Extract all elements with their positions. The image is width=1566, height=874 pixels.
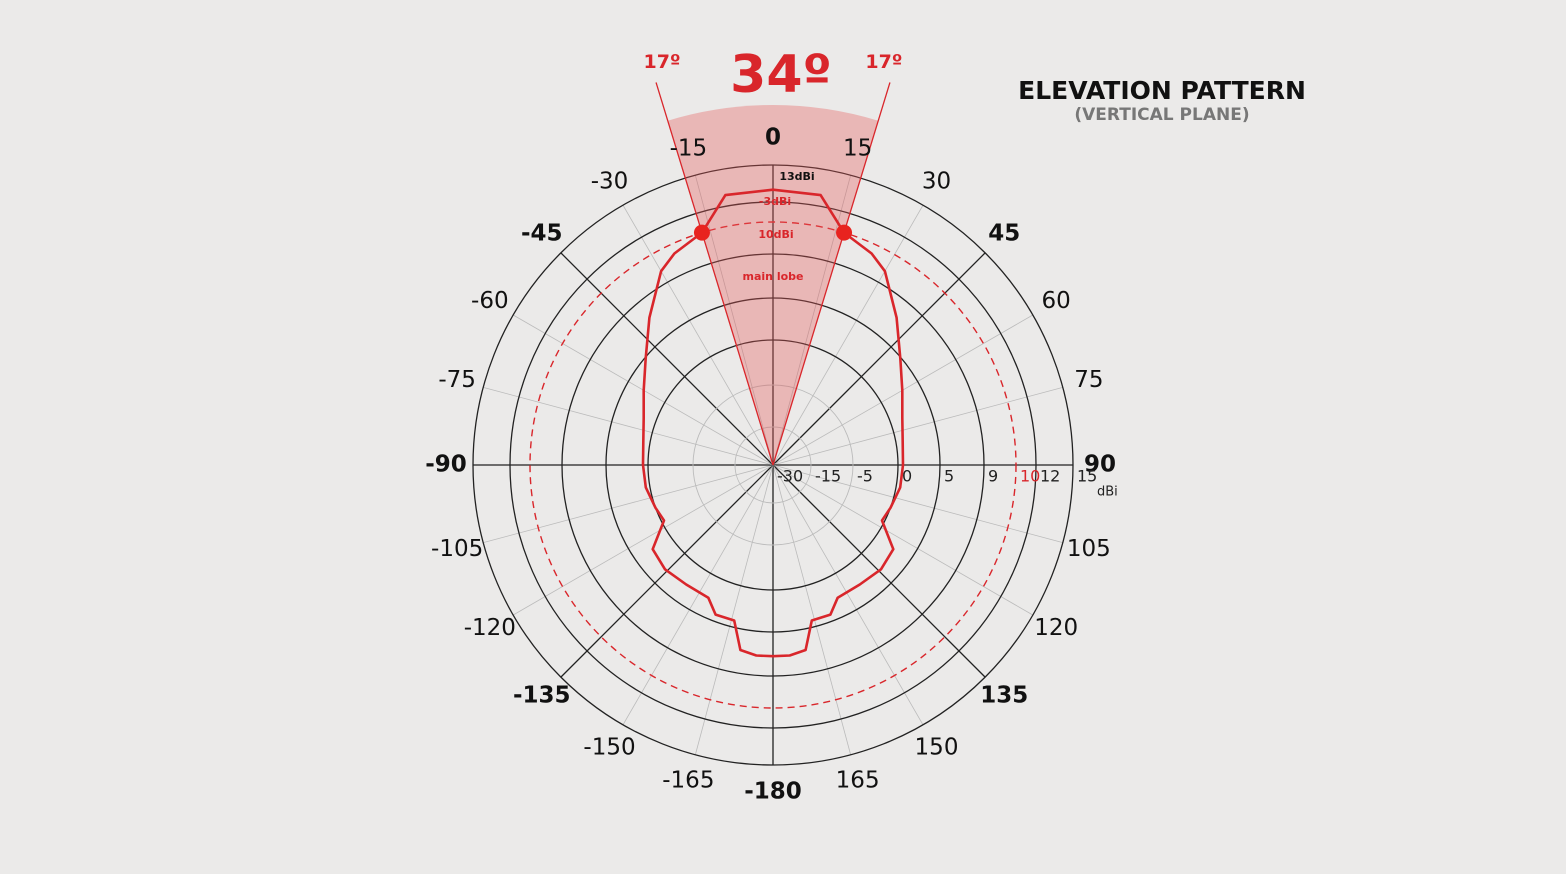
r-tick-label: -5	[857, 467, 873, 486]
ring	[734, 426, 812, 504]
spoke-minor	[772, 386, 1063, 466]
ring-highlight	[529, 221, 1017, 709]
theta-tick-label: 30	[922, 168, 951, 194]
theta-tick-label: -165	[662, 767, 714, 793]
annotation: -3dBi	[759, 195, 791, 208]
labels: 0 153045607590105120135150165-180-165-150…	[425, 45, 1116, 805]
spoke-minor	[512, 464, 774, 616]
theta-tick-label: -120	[464, 615, 516, 641]
theta-tick-label: -90	[425, 452, 467, 478]
spoke-minor	[622, 204, 774, 466]
ring	[647, 339, 899, 591]
r-tick-label: -30	[777, 467, 803, 486]
theta-tick-label: 105	[1067, 536, 1111, 562]
theta-tick-label: -45	[521, 220, 563, 246]
ring	[509, 201, 1037, 729]
beam-edge-label: 17º	[865, 51, 902, 73]
spoke-minor	[772, 464, 852, 755]
half-power-marker	[836, 224, 853, 241]
beam-edge	[772, 82, 891, 466]
chart-subtitle: (VERTICAL PLANE)	[1074, 105, 1249, 125]
ring	[561, 253, 985, 677]
spoke-minor	[772, 464, 1063, 544]
ring	[472, 164, 1074, 766]
beam-label: 34º	[730, 45, 832, 105]
ring	[692, 384, 854, 546]
theta-tick-label: 15	[843, 136, 872, 162]
spoke-major	[560, 252, 774, 466]
spoke-major	[772, 252, 986, 466]
pattern-line	[641, 188, 905, 658]
beam-edge-label: 17º	[643, 51, 680, 73]
spoke-minor	[483, 386, 774, 466]
annotation: main lobe	[743, 270, 804, 283]
theta-tick-label: -105	[431, 536, 483, 562]
r-tick-label: 15	[1077, 467, 1097, 486]
pattern	[641, 188, 905, 658]
r-tick-label: 12	[1040, 467, 1060, 486]
theta-tick-label: -180	[744, 779, 802, 805]
chart-title: ELEVATION PATTERN	[1018, 76, 1306, 105]
theta-tick-label: 45	[988, 220, 1020, 246]
r-tick-label: -15	[815, 467, 841, 486]
beam-area	[667, 105, 879, 465]
ring	[605, 297, 941, 633]
half-power-marker	[693, 224, 710, 241]
theta-tick-label: 150	[915, 735, 959, 761]
annotation: 10dBi	[758, 228, 793, 241]
beam-edge	[655, 82, 774, 466]
beam-sector	[655, 82, 891, 466]
r-tick-label: 0	[902, 467, 912, 486]
theta-tick-label: -60	[471, 288, 509, 314]
theta-tick-label: 0	[765, 125, 781, 151]
spoke-minor	[483, 464, 774, 544]
spoke-minor	[694, 464, 774, 755]
spoke-minor	[772, 464, 1034, 616]
r-tick-label: 9	[988, 467, 998, 486]
theta-tick-label: -30	[591, 168, 629, 194]
r-tick-label: 5	[944, 467, 954, 486]
theta-tick-label: 135	[980, 683, 1028, 709]
spoke-minor	[622, 464, 774, 726]
theta-tick-label: 90	[1084, 452, 1116, 478]
theta-tick-label: -15	[670, 136, 708, 162]
annotation: 13dBi	[779, 170, 814, 183]
theta-tick-label: 60	[1042, 288, 1071, 314]
spoke-minor	[772, 464, 924, 726]
theta-tick-label: -150	[583, 735, 635, 761]
spoke-minor	[772, 204, 924, 466]
theta-tick-label: 165	[836, 767, 880, 793]
theta-tick-label: -75	[438, 367, 476, 393]
r-axis-unit: dBi	[1097, 485, 1118, 500]
theta-tick-label: 120	[1034, 615, 1078, 641]
r-tick-label: 10	[1020, 467, 1040, 486]
theta-tick-label: 75	[1074, 367, 1103, 393]
theta-tick-label: -135	[513, 683, 571, 709]
